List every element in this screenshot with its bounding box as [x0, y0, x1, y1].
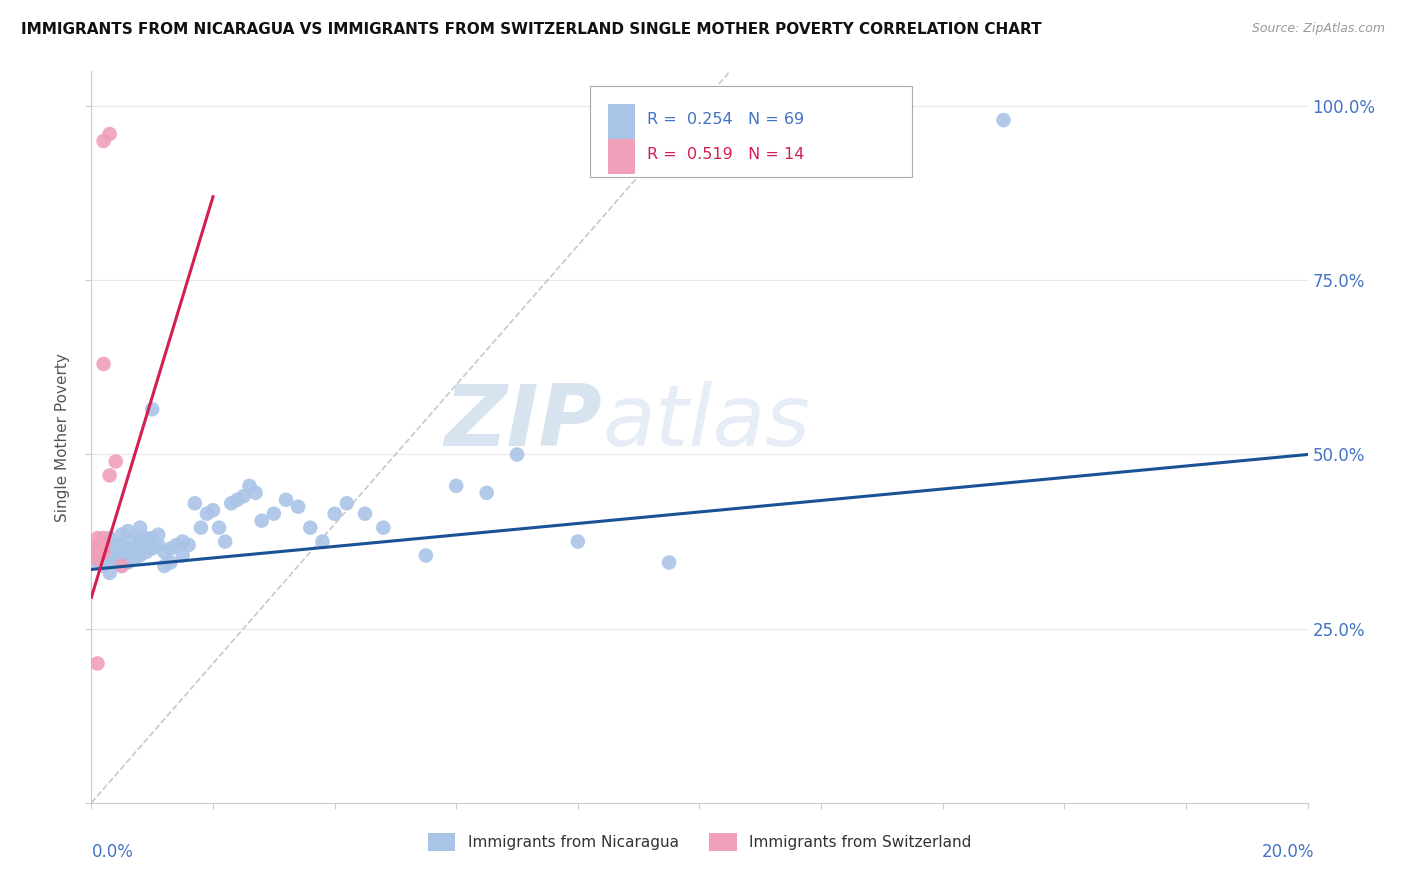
Point — [166, 538, 188, 552]
Legend: Immigrants from Nicaragua, Immigrants from Switzerland: Immigrants from Nicaragua, Immigrants fr… — [422, 827, 977, 857]
Point — [202, 503, 225, 517]
Point — [172, 534, 194, 549]
Point — [232, 489, 254, 503]
Point — [93, 531, 115, 545]
Point — [98, 531, 121, 545]
Point — [226, 492, 249, 507]
Point — [117, 524, 139, 538]
Point — [104, 538, 127, 552]
Point — [299, 521, 322, 535]
Point — [122, 541, 145, 556]
Point — [214, 534, 236, 549]
Point — [567, 534, 589, 549]
Point — [98, 566, 121, 580]
Point — [111, 538, 134, 552]
Point — [86, 556, 108, 570]
Point — [373, 521, 395, 535]
Point — [98, 127, 121, 141]
Point — [86, 657, 108, 671]
Point — [93, 558, 115, 573]
Point — [86, 552, 108, 566]
Point — [238, 479, 260, 493]
Point — [141, 402, 163, 417]
Point — [159, 541, 181, 556]
Point — [93, 538, 115, 552]
Point — [311, 534, 333, 549]
Point — [336, 496, 359, 510]
Text: R =  0.519   N = 14: R = 0.519 N = 14 — [647, 147, 804, 162]
Point — [658, 556, 681, 570]
Text: 0.0%: 0.0% — [91, 843, 134, 861]
Point — [93, 357, 115, 371]
Point — [104, 454, 127, 468]
Point — [208, 521, 231, 535]
Point — [177, 538, 200, 552]
Point — [93, 534, 115, 549]
Point — [323, 507, 346, 521]
Point — [475, 485, 498, 500]
Point — [444, 479, 467, 493]
Point — [86, 541, 108, 556]
Point — [111, 558, 134, 573]
Point — [98, 468, 121, 483]
Point — [122, 552, 145, 566]
Point — [263, 507, 285, 521]
Point — [86, 545, 108, 559]
Point — [104, 549, 127, 563]
Point — [111, 558, 134, 573]
Point — [117, 541, 139, 556]
Point — [354, 507, 377, 521]
FancyBboxPatch shape — [609, 104, 636, 139]
Point — [93, 545, 115, 559]
Point — [135, 531, 157, 545]
Point — [93, 552, 115, 566]
Text: atlas: atlas — [602, 381, 810, 464]
Point — [250, 514, 273, 528]
Point — [135, 545, 157, 559]
Point — [148, 538, 170, 552]
Text: ZIP: ZIP — [444, 381, 602, 464]
Point — [98, 556, 121, 570]
FancyBboxPatch shape — [591, 86, 912, 178]
Point — [190, 521, 212, 535]
Point — [195, 507, 218, 521]
Point — [129, 549, 152, 563]
Point — [415, 549, 437, 563]
Text: R =  0.254   N = 69: R = 0.254 N = 69 — [647, 112, 804, 127]
Text: IMMIGRANTS FROM NICARAGUA VS IMMIGRANTS FROM SWITZERLAND SINGLE MOTHER POVERTY C: IMMIGRANTS FROM NICARAGUA VS IMMIGRANTS … — [21, 22, 1042, 37]
Point — [86, 531, 108, 545]
Point — [245, 485, 267, 500]
Point — [111, 527, 134, 541]
Point — [122, 531, 145, 545]
Point — [111, 549, 134, 563]
Point — [153, 558, 176, 573]
Point — [141, 541, 163, 556]
Point — [93, 134, 115, 148]
Point — [153, 545, 176, 559]
Point — [287, 500, 309, 514]
Y-axis label: Single Mother Poverty: Single Mother Poverty — [55, 352, 70, 522]
Point — [184, 496, 207, 510]
Point — [274, 492, 297, 507]
Point — [86, 538, 108, 552]
Point — [219, 496, 242, 510]
Point — [159, 556, 181, 570]
FancyBboxPatch shape — [609, 139, 636, 175]
Point — [129, 521, 152, 535]
Point — [506, 448, 529, 462]
Point — [93, 545, 115, 559]
Point — [141, 531, 163, 545]
Point — [148, 527, 170, 541]
Point — [129, 534, 152, 549]
Point — [117, 556, 139, 570]
Text: 20.0%: 20.0% — [1263, 843, 1315, 861]
Point — [172, 549, 194, 563]
Point — [98, 545, 121, 559]
Point — [104, 552, 127, 566]
Text: Source: ZipAtlas.com: Source: ZipAtlas.com — [1251, 22, 1385, 36]
Point — [993, 113, 1015, 128]
